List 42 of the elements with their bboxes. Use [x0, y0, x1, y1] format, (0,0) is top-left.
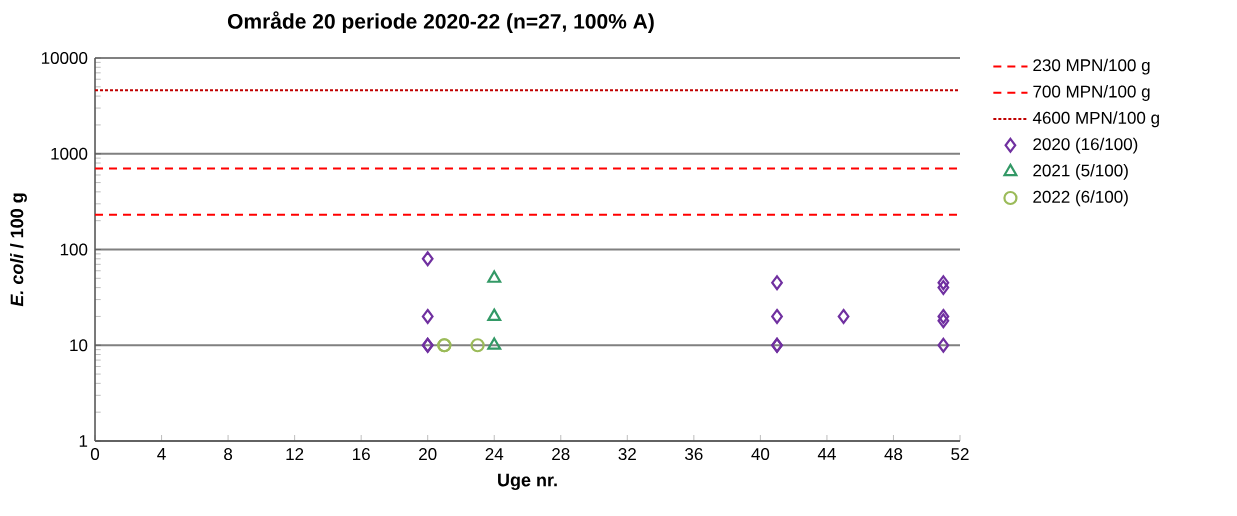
chart-title: Område 20 periode 2020-22 (n=27, 100% A) — [227, 11, 654, 33]
y-axis-title: E. coli / 100 g — [10, 193, 27, 307]
point — [771, 308, 783, 324]
point — [937, 337, 950, 353]
x-tick-label: 44 — [817, 448, 836, 460]
point — [771, 275, 783, 291]
x-tick-label: 16 — [352, 448, 370, 461]
x-tick-label: 12 — [286, 448, 304, 460]
point — [487, 337, 502, 350]
y-tick-label: 100 — [60, 243, 88, 256]
point — [421, 308, 434, 324]
x-tick-label: 32 — [618, 448, 636, 461]
point — [937, 275, 950, 291]
legend-label: 700 MPN/100 g — [1033, 85, 1150, 101]
x-tick-label: 8 — [224, 448, 233, 461]
x-tick-label: 36 — [685, 448, 703, 461]
point — [937, 308, 950, 324]
x-tick-label: 40 — [751, 448, 770, 461]
x-tick-label: 20 — [419, 448, 437, 461]
point — [937, 313, 950, 329]
x-tick-label: 4 — [157, 448, 166, 460]
x-tick-label: 48 — [884, 448, 903, 461]
legend-label: 230 MPN/100 g — [1033, 58, 1150, 75]
point — [937, 280, 950, 296]
point — [837, 308, 850, 324]
x-tick-label: 24 — [485, 448, 504, 460]
point — [470, 338, 485, 353]
x-tick-label: 28 — [552, 448, 570, 461]
legend-label: 2020 (16/100) — [1033, 137, 1138, 154]
y-tick-label: 10000 — [41, 51, 88, 65]
legend-label: 2022 (6/100) — [1033, 190, 1128, 207]
y-tick-label: 1000 — [51, 147, 88, 160]
point — [487, 270, 502, 283]
x-tick-label: 0 — [90, 448, 100, 461]
x-tick-label: 52 — [951, 448, 969, 461]
y-tick-label: 1 — [79, 435, 88, 447]
legend-label: 4600 MPN/100 g — [1032, 111, 1159, 128]
point — [487, 308, 502, 321]
x-axis-title: Uge nr. — [498, 473, 557, 491]
legend-label: 2021 (5/100) — [1033, 164, 1128, 180]
point — [421, 251, 434, 267]
y-tick-label: 10 — [70, 339, 88, 352]
